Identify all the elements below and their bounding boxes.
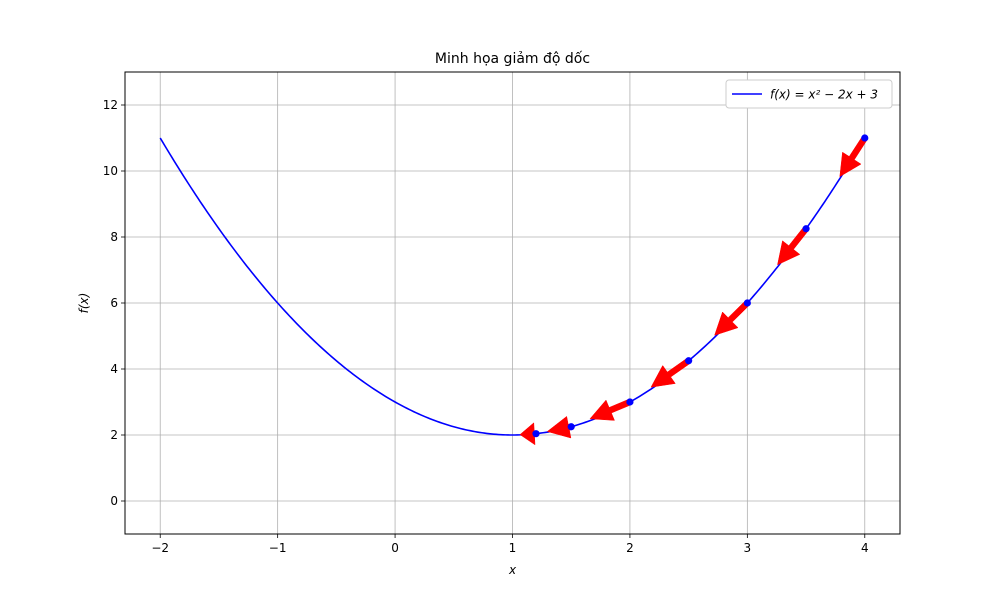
x-tick-label: 2 — [626, 541, 634, 555]
x-axis-label: x — [508, 563, 517, 577]
descent-point — [861, 134, 869, 142]
y-axis-label: f(x) — [77, 293, 91, 314]
x-tick-label: 0 — [391, 541, 399, 555]
legend-box — [725, 79, 893, 109]
y-tick-label: 4 — [110, 362, 118, 376]
descent-arrow — [839, 136, 868, 178]
y-tick-label: 8 — [110, 230, 118, 244]
descent-point — [802, 225, 810, 233]
x-tick-label: −2 — [151, 541, 169, 555]
y-tick-label: 10 — [103, 164, 118, 178]
legend: f(x) = x² − 2x + 3 — [725, 79, 893, 109]
descent-point — [567, 423, 575, 431]
y-tick-label: 2 — [110, 428, 118, 442]
descent-point — [532, 430, 540, 438]
point-layer — [532, 134, 869, 438]
y-tick-label: 12 — [103, 98, 118, 112]
arrow-layer — [519, 136, 868, 446]
descent-point — [685, 357, 693, 365]
grid-layer — [125, 72, 900, 534]
descent-arrow — [589, 398, 632, 421]
y-tick-label: 0 — [110, 494, 118, 508]
chart-title: Minh họa giảm độ dốc — [435, 50, 590, 67]
x-tick-label: 3 — [744, 541, 752, 555]
legend-label: f(x) = x² − 2x + 3 — [770, 88, 878, 102]
descent-point — [743, 299, 751, 307]
y-tick-label: 6 — [110, 296, 118, 310]
x-tick-label: 1 — [509, 541, 517, 555]
descent-arrow — [650, 357, 691, 388]
descent-arrow — [777, 226, 809, 266]
x-tick-label: −1 — [269, 541, 287, 555]
x-tick-label: 4 — [861, 541, 869, 555]
descent-point — [626, 398, 634, 406]
descent-arrow — [714, 300, 750, 336]
